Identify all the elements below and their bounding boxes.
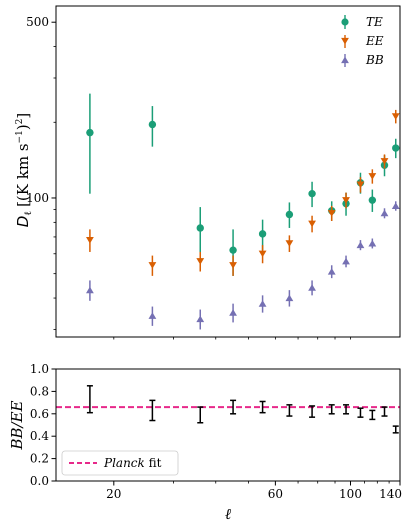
series-ee bbox=[86, 109, 400, 276]
bottom-legend-box bbox=[61, 450, 179, 476]
top-panel: 100 500 TE EE BB Dℓ[(K km s−1)2] bbox=[14, 5, 401, 340]
top-y-tick-label: 500 bbox=[26, 15, 49, 29]
ratio-point bbox=[328, 404, 335, 415]
te-point bbox=[368, 196, 377, 204]
bottom-panel: 0.0 0.2 0.4 0.6 0.8 1.0 20 60 100 140 Planck fit… bbox=[8, 362, 402, 523]
legend-ee-marker bbox=[341, 37, 349, 45]
ratio-point bbox=[343, 404, 350, 415]
bb-point bbox=[258, 300, 267, 307]
bottom-y-tick-label: 0.8 bbox=[30, 384, 49, 398]
top-plot-frame bbox=[55, 5, 401, 338]
bottom-x-tick-label: 140 bbox=[379, 487, 402, 501]
ratio-point bbox=[86, 385, 93, 414]
ratio-point bbox=[369, 409, 376, 421]
bottom-y-tick-label: 0.4 bbox=[30, 429, 49, 443]
ratio-point bbox=[357, 407, 364, 418]
legend-ee-label: EE bbox=[365, 34, 384, 48]
bottom-plot-frame bbox=[55, 368, 401, 482]
bottom-y-axis-label: BB/EE bbox=[8, 400, 26, 450]
bottom-y-ticks: 0.0 0.2 0.4 0.6 0.8 1.0 bbox=[30, 362, 56, 488]
legend-bb-label: BB bbox=[365, 53, 384, 67]
legend-te-label: TE bbox=[366, 15, 383, 29]
top-legend: TE EE BB bbox=[341, 15, 384, 67]
ee-point bbox=[342, 197, 350, 204]
top-y-ticks: 100 500 bbox=[26, 15, 351, 340]
te-point bbox=[258, 230, 267, 238]
ee-point bbox=[285, 240, 294, 247]
bottom-y-tick-label: 0.0 bbox=[30, 474, 49, 488]
x-axis-label: ℓ bbox=[225, 505, 231, 523]
bb-point bbox=[391, 202, 400, 210]
bottom-x-ticks: 20 60 100 140 bbox=[106, 481, 402, 501]
ee-point bbox=[356, 181, 365, 189]
bb-point bbox=[86, 286, 94, 294]
ratio-point bbox=[259, 400, 266, 414]
bb-point bbox=[327, 268, 336, 275]
series-te bbox=[86, 93, 400, 276]
bb-point bbox=[148, 312, 157, 319]
ee-point bbox=[368, 173, 377, 180]
legend-entry-te: TE bbox=[341, 15, 383, 29]
ratio-point bbox=[381, 406, 388, 417]
te-point bbox=[285, 210, 294, 219]
top-y-tick-label: 100 bbox=[26, 191, 49, 205]
legend-fit-label: Planck fit bbox=[103, 456, 162, 470]
ratio-point bbox=[149, 399, 156, 422]
ee-point bbox=[327, 210, 336, 217]
bottom-x-tick-label: 20 bbox=[106, 487, 121, 501]
bottom-y-tick-label: 0.6 bbox=[30, 407, 49, 421]
legend-bb-marker bbox=[341, 56, 349, 64]
legend-te-marker bbox=[341, 18, 349, 26]
ratio-point bbox=[392, 425, 399, 434]
ee-point bbox=[148, 262, 157, 269]
ee-point bbox=[229, 262, 237, 269]
bb-point bbox=[356, 241, 365, 249]
ee-point bbox=[196, 258, 205, 265]
te-point bbox=[392, 144, 400, 152]
series-bb bbox=[86, 201, 400, 330]
ee-point bbox=[258, 250, 267, 258]
top-plot-marks bbox=[86, 93, 400, 330]
ee-point bbox=[391, 113, 400, 120]
bottom-y-tick-label: 0.2 bbox=[30, 452, 49, 466]
bb-point bbox=[368, 239, 377, 247]
top-y-axis-label: Dℓ[(K km s−1)2] bbox=[14, 113, 34, 228]
bb-point bbox=[196, 315, 205, 323]
te-point bbox=[86, 128, 94, 137]
bb-point bbox=[285, 294, 294, 302]
bottom-x-tick-label: 100 bbox=[339, 487, 362, 501]
ratio-point bbox=[309, 405, 316, 418]
bottom-x-tick-label: 60 bbox=[268, 487, 283, 501]
te-point bbox=[196, 224, 204, 232]
ratio-point bbox=[197, 406, 204, 424]
bottom-plot-marks bbox=[56, 385, 400, 434]
ee-point bbox=[86, 236, 94, 244]
ratio-point bbox=[230, 399, 237, 415]
bb-point bbox=[229, 309, 237, 316]
te-point bbox=[148, 120, 157, 129]
bb-point bbox=[342, 257, 350, 265]
ee-point bbox=[308, 220, 316, 228]
bottom-y-tick-label: 1.0 bbox=[30, 362, 49, 376]
legend-entry-bb: BB bbox=[341, 53, 384, 67]
legend-entry-ee: EE bbox=[341, 34, 384, 48]
ee-point bbox=[380, 158, 389, 165]
te-point bbox=[308, 189, 316, 198]
ratio-point bbox=[286, 404, 293, 417]
bottom-legend: Planck fit bbox=[61, 450, 179, 476]
bb-point bbox=[380, 209, 389, 217]
bb-point bbox=[308, 284, 316, 291]
te-point bbox=[229, 246, 237, 254]
